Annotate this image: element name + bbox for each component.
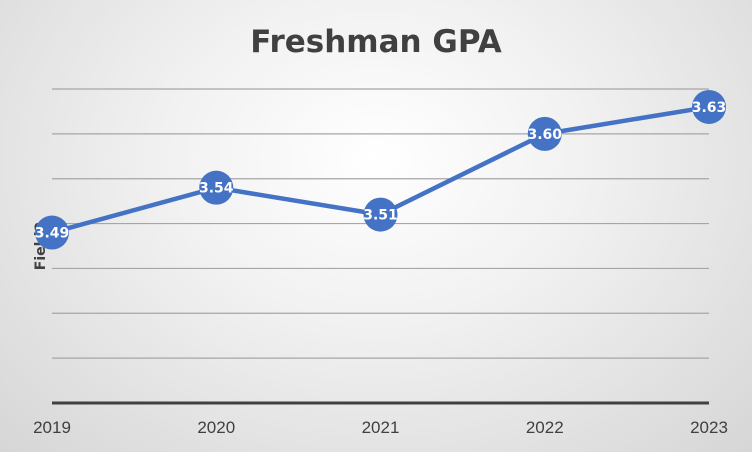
chart-title: Freshman GPA: [250, 24, 501, 60]
data-point-2021: [363, 197, 398, 232]
data-point-2020: [199, 170, 234, 205]
data-label-2019: 3.49: [35, 226, 70, 242]
data-point-2023: [692, 89, 726, 124]
data-markers: 3.49 3.54 3.51 3.60 3.63: [35, 89, 727, 250]
data-label-2020: 3.54: [199, 181, 234, 197]
data-point-2019: [35, 215, 69, 250]
data-point-2022: [527, 116, 562, 151]
data-label-2021: 3.51: [363, 208, 398, 224]
x-tick-label-2021: 2021: [362, 418, 400, 437]
x-tick-labels: 2019 2020 2021 2022 2023: [33, 418, 728, 437]
x-tick-label-2019: 2019: [33, 418, 71, 437]
x-tick-label-2022: 2022: [526, 418, 564, 437]
x-tick-label-2023: 2023: [690, 418, 728, 437]
x-tick-label-2020: 2020: [197, 418, 235, 437]
data-label-2023: 3.63: [692, 100, 727, 116]
data-label-2022: 3.60: [527, 127, 562, 143]
